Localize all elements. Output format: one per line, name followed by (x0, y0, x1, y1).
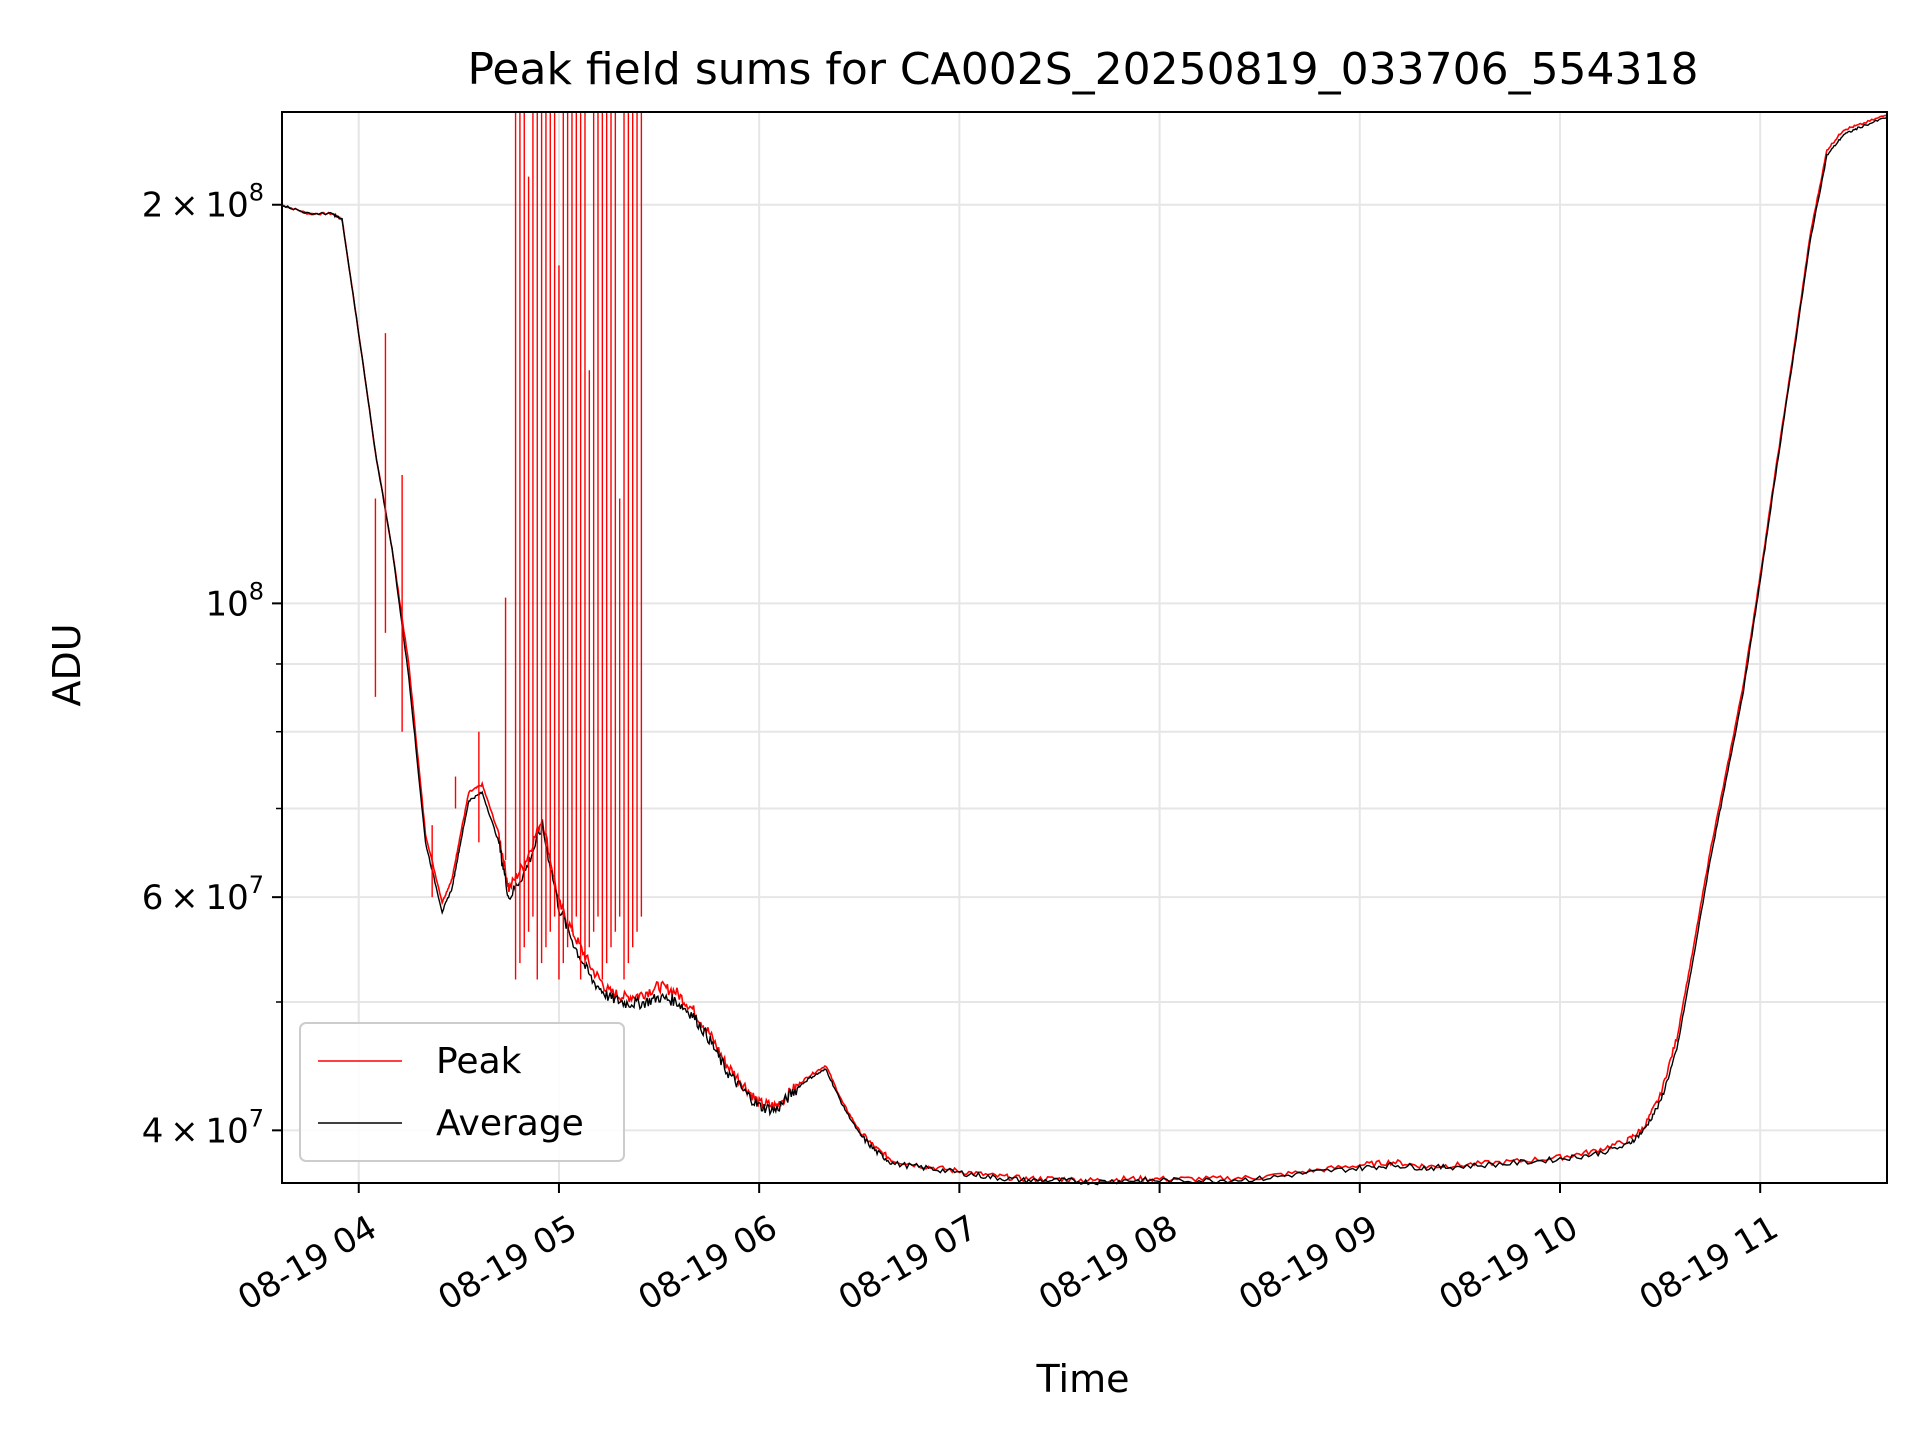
plot-frame (281, 111, 1888, 1184)
y-axis-label: ADU (45, 623, 89, 706)
series-line-peak (281, 114, 1888, 1184)
legend-box (299, 1022, 625, 1162)
legend: Peak Average (299, 1022, 625, 1162)
series-line-average (281, 116, 1888, 1186)
y-tick-label: 6 × 107 (142, 871, 264, 918)
grid (282, 112, 1887, 1183)
y-tick-label: 2 × 108 (142, 179, 264, 226)
y-tick-label: 4 × 107 (142, 1104, 264, 1151)
x-axis-label: Time (1036, 1357, 1130, 1401)
legend-label-peak: Peak (436, 1041, 522, 1082)
legend-label-average: Average (436, 1103, 584, 1144)
y-axis: 4 × 107 6 × 107 108 2 × 108 (142, 179, 282, 1151)
peak-spikes (374, 112, 643, 980)
series-layer (281, 114, 1888, 1186)
chart-title: Peak field sums for CA002S_20250819_0337… (467, 44, 1698, 95)
y-tick-label: 108 (205, 577, 264, 624)
